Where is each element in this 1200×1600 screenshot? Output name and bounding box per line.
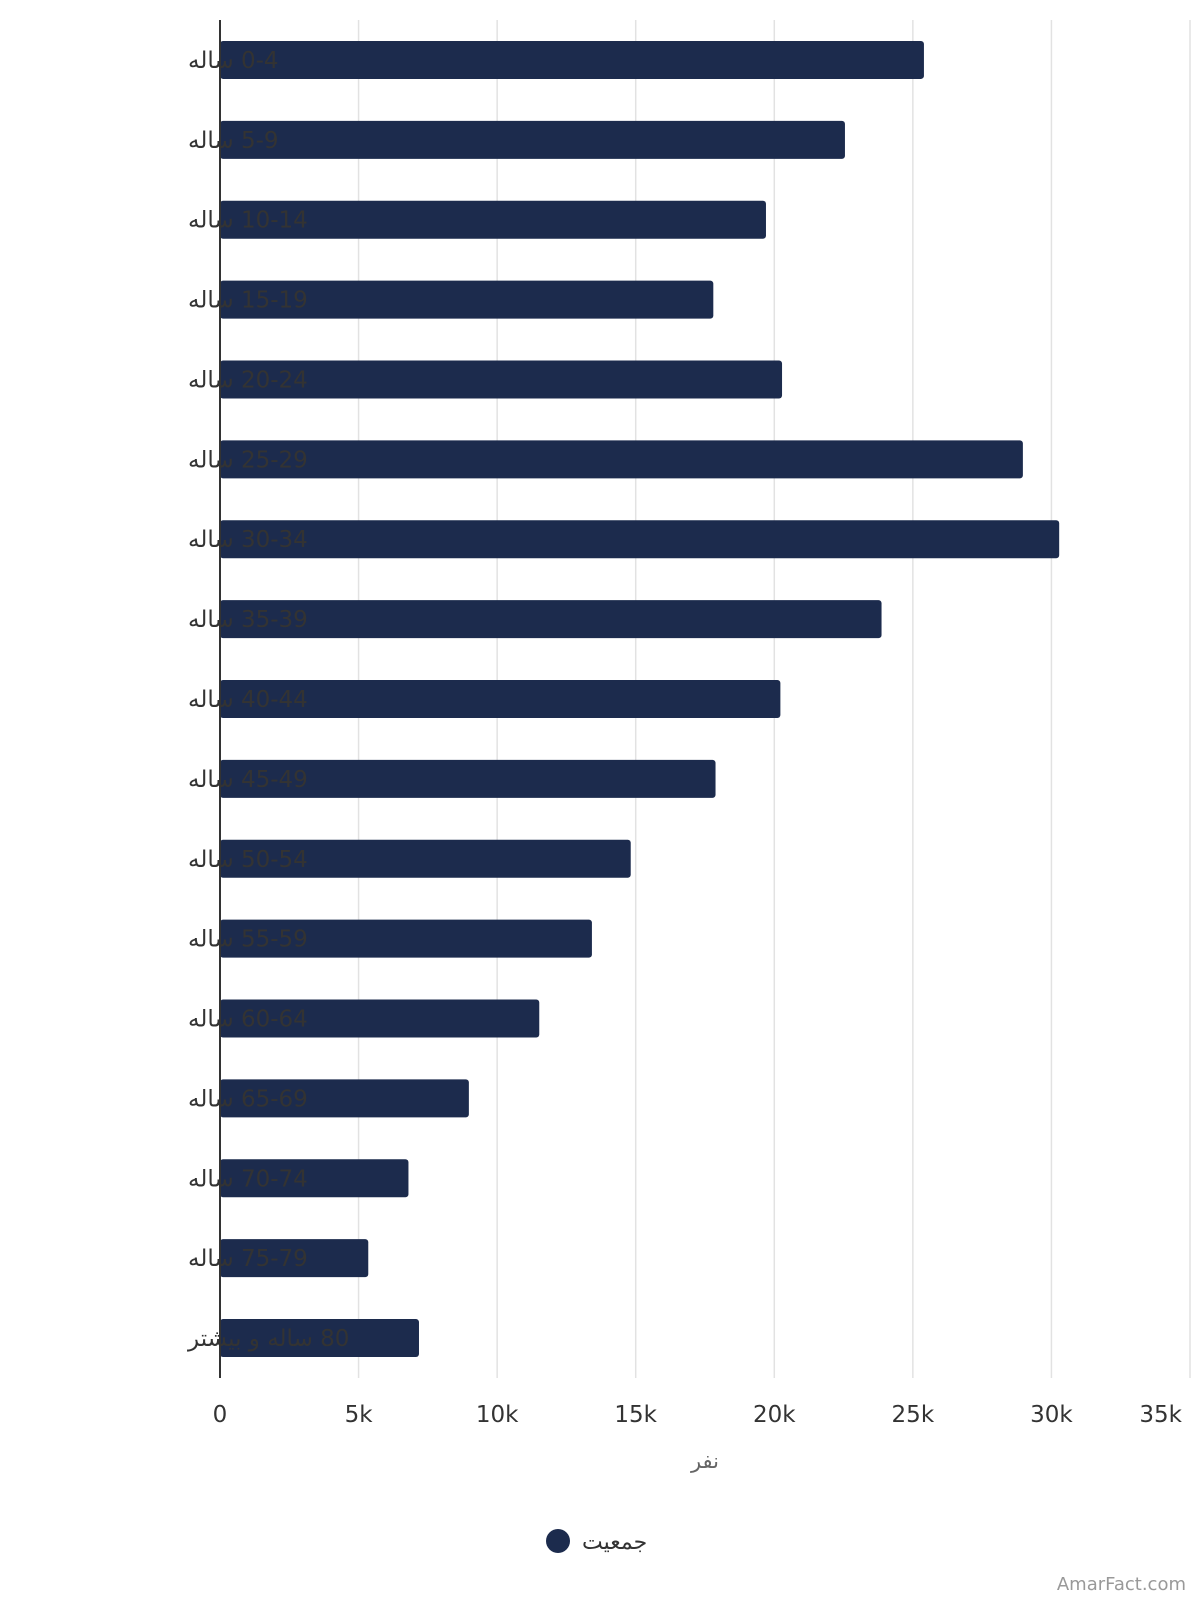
category-label-0: 0-4 ساله [188,48,279,74]
category-label-4: 20-24 ساله [188,367,308,393]
bar-8 [220,680,781,718]
bar-0 [220,40,924,79]
x-tick-labels: 0 5k 10k 15k 20k 25k 30k 35k [213,1402,1183,1428]
x-tick-label-25k: 25k [892,1402,935,1428]
x-tick-label-0: 0 [213,1402,228,1428]
bar-12 [220,999,540,1038]
legend-label: جمعیت [582,1530,647,1555]
bar-2 [220,200,766,239]
category-label-13: 65-69 ساله [188,1086,308,1112]
x-tick-label-5k: 5k [345,1402,374,1428]
category-label-15: 75-79 ساله [188,1246,308,1272]
bar-16 [220,1319,419,1358]
bar-5 [220,440,1023,479]
category-label-9: 45-49 ساله [188,767,308,793]
x-tick-label-20k: 20k [753,1402,796,1428]
category-label-8: 40-44 ساله [188,687,308,713]
bar-3 [220,280,714,319]
category-label-2: 10-14 ساله [188,208,308,234]
category-labels: 0-4 ساله 5-9 ساله 10-14 ساله 15-19 ساله 20-2… [187,48,349,1352]
category-label-11: 55-59 ساله [188,927,308,953]
bar-1 [220,120,845,159]
category-label-10: 50-54 ساله [188,847,308,873]
x-tick-label-35k: 35k [1139,1402,1182,1428]
category-label-7: 35-39 ساله [188,607,308,633]
category-label-5: 25-29 ساله [188,447,308,473]
legend-swatch-jamiat [546,1529,570,1553]
category-label-1: 5-9 ساله [188,128,279,154]
bars [220,40,1060,1358]
bar-4 [220,360,783,399]
category-label-14: 70-74 ساله [188,1166,308,1192]
bar-14 [220,1159,409,1198]
watermark: AmarFact.com [1057,1574,1186,1595]
bar-7 [220,600,882,639]
x-tick-label-10k: 10k [476,1402,519,1428]
bar-10 [220,839,631,878]
category-label-3: 15-19 ساله [188,288,308,314]
bar-15 [220,1239,369,1278]
category-label-12: 60-64 ساله [188,1007,308,1033]
legend[interactable]: جمعیت [546,1529,647,1555]
category-label-6: 30-34 ساله [188,527,308,553]
bar-6 [220,520,1060,559]
bar-9 [220,759,716,798]
x-tick-label-15k: 15k [614,1402,657,1428]
category-label-16: 80 ساله و بیشتر [187,1326,349,1352]
x-axis-title: نفر [690,1449,719,1473]
x-tick-label-30k: 30k [1030,1402,1073,1428]
bar-11 [220,919,592,958]
bar-13 [220,1079,469,1118]
